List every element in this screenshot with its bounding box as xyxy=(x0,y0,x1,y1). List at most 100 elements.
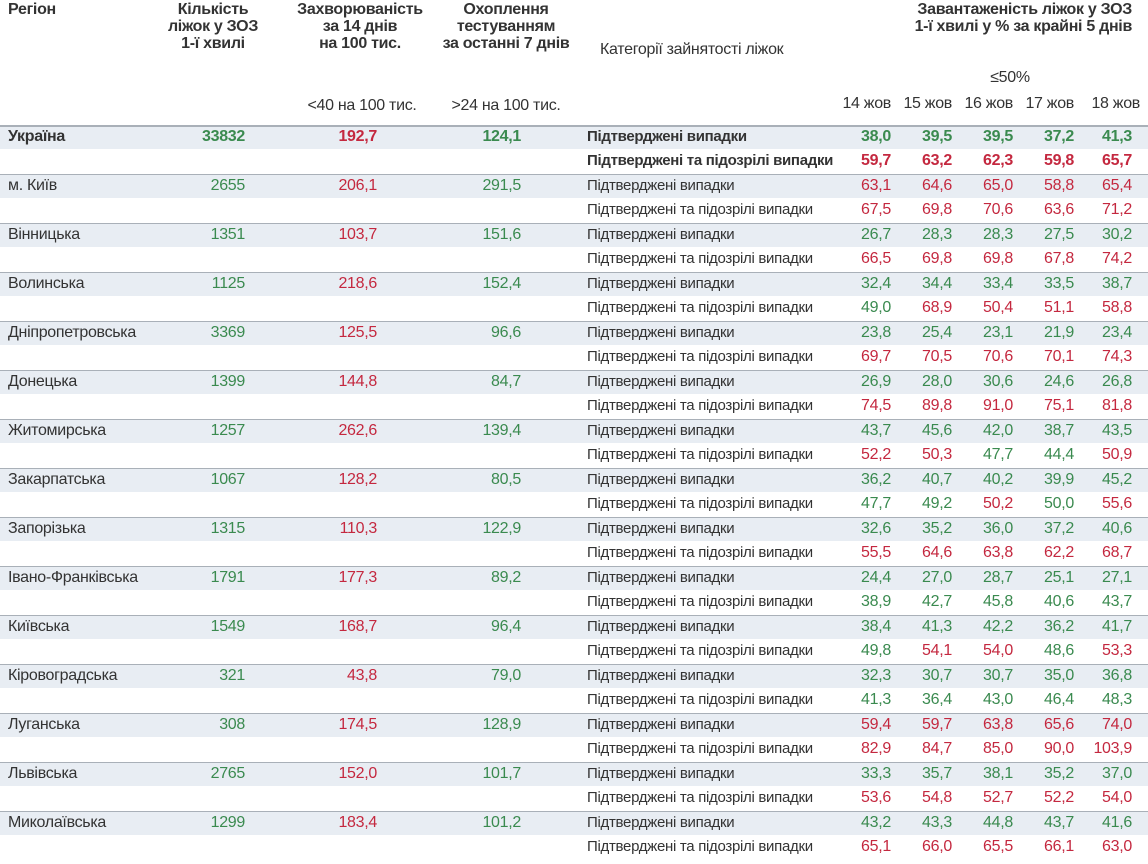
occupancy-cell: 45,8 xyxy=(983,593,1013,610)
incidence-cell: 103,7 xyxy=(338,226,377,243)
header-incidence: на 100 тис. xyxy=(319,35,401,52)
category-label: Підтверджені випадки xyxy=(587,177,735,194)
occupancy-cell: 65,5 xyxy=(983,838,1013,855)
category-label: Підтверджені та підозрілі випадки xyxy=(587,789,813,806)
occupancy-cell: 91,0 xyxy=(983,397,1013,414)
occupancy-cell: 36,4 xyxy=(922,691,952,708)
beds-cell: 308 xyxy=(219,716,245,733)
row-band xyxy=(0,174,1148,198)
region-name: Київська xyxy=(8,618,70,635)
occupancy-cell: 50,4 xyxy=(983,299,1013,316)
header-occupancy: Завантаженість ліжок у ЗОЗ xyxy=(917,1,1132,18)
occupancy-cell: 67,8 xyxy=(1044,250,1074,267)
occupancy-cell: 53,3 xyxy=(1102,642,1132,659)
occupancy-cell: 64,6 xyxy=(922,544,952,561)
occupancy-cell: 38,0 xyxy=(861,128,891,145)
row-rule xyxy=(0,125,1148,127)
header-occupancy: 1-ї хвилі у % за крайні 5 днів xyxy=(914,18,1133,35)
occupancy-cell: 90,0 xyxy=(1044,740,1074,757)
occupancy-cell: 34,4 xyxy=(922,275,952,292)
occupancy-cell: 50,0 xyxy=(1044,495,1074,512)
row-band xyxy=(0,762,1148,786)
row-band xyxy=(0,713,1148,737)
row-band xyxy=(0,223,1148,247)
beds-cell: 1257 xyxy=(210,422,246,439)
occupancy-cell: 54,1 xyxy=(922,642,952,659)
category-label: Підтверджені та підозрілі випадки xyxy=(587,838,813,855)
testing-cell: 139,4 xyxy=(482,422,521,439)
occupancy-cell: 24,4 xyxy=(861,569,891,586)
occupancy-cell: 25,4 xyxy=(922,324,952,341)
occupancy-cell: 35,2 xyxy=(922,520,952,537)
occupancy-cell: 68,9 xyxy=(922,299,952,316)
occupancy-cell: 103,9 xyxy=(1093,740,1132,757)
occupancy-cell: 82,9 xyxy=(861,740,891,757)
occupancy-cell: 41,7 xyxy=(1102,618,1132,635)
category-label: Підтверджені випадки xyxy=(587,618,735,635)
header-beds: 1-ї хвилі xyxy=(181,35,245,52)
category-label: Підтверджені та підозрілі випадки xyxy=(587,397,813,414)
occupancy-cell: 30,7 xyxy=(922,667,952,684)
beds-cell: 321 xyxy=(219,667,245,684)
row-band xyxy=(0,321,1148,345)
region-name: Донецька xyxy=(8,373,77,390)
occupancy-cell: 39,5 xyxy=(922,128,952,145)
row-rule xyxy=(0,566,1148,567)
row-band xyxy=(0,272,1148,296)
beds-cell: 1299 xyxy=(210,814,246,831)
category-label: Підтверджені та підозрілі випадки xyxy=(587,446,813,463)
occupancy-cell: 27,5 xyxy=(1044,226,1074,243)
row-rule xyxy=(0,321,1148,322)
occupancy-cell: 38,1 xyxy=(983,765,1013,782)
beds-cell: 1315 xyxy=(210,520,246,537)
occupancy-cell: 55,6 xyxy=(1102,495,1132,512)
region-name: Луганська xyxy=(8,716,80,733)
occupancy-cell: 32,6 xyxy=(861,520,891,537)
row-rule xyxy=(0,762,1148,763)
incidence-cell: 174,5 xyxy=(338,716,377,733)
category-label: Підтверджені випадки xyxy=(587,716,735,733)
row-rule xyxy=(0,468,1148,469)
occupancy-cell: 43,0 xyxy=(983,691,1013,708)
occupancy-cell: 43,5 xyxy=(1102,422,1132,439)
region-name: Івано-Франківська xyxy=(8,569,138,586)
category-label: Підтверджені випадки xyxy=(587,765,735,782)
testing-cell: 89,2 xyxy=(491,569,521,586)
testing-cell: 101,7 xyxy=(482,765,521,782)
date-header: 15 жов xyxy=(903,95,952,112)
row-rule xyxy=(0,174,1148,175)
beds-cell: 3369 xyxy=(210,324,246,341)
row-band xyxy=(0,125,1148,149)
occupancy-cell: 49,2 xyxy=(922,495,952,512)
testing-cell: 128,9 xyxy=(482,716,521,733)
occupancy-cell: 43,7 xyxy=(1102,593,1132,610)
category-label: Підтверджені та підозрілі випадки xyxy=(587,250,813,267)
testing-threshold: >24 на 100 тис. xyxy=(451,97,561,114)
incidence-threshold: <40 на 100 тис. xyxy=(307,97,417,114)
incidence-cell: 262,6 xyxy=(338,422,377,439)
occupancy-cell: 54,0 xyxy=(1102,789,1132,806)
occupancy-cell: 28,7 xyxy=(983,569,1013,586)
category-label: Підтверджені та підозрілі випадки xyxy=(587,740,813,757)
occupancy-cell: 59,7 xyxy=(922,716,952,733)
occupancy-cell: 23,4 xyxy=(1102,324,1132,341)
row-rule xyxy=(0,223,1148,224)
incidence-cell: 218,6 xyxy=(338,275,377,292)
occupancy-cell: 50,3 xyxy=(922,446,952,463)
beds-cell: 1399 xyxy=(210,373,246,390)
row-rule xyxy=(0,370,1148,371)
occupancy-cell: 28,3 xyxy=(983,226,1013,243)
occupancy-cell: 44,4 xyxy=(1044,446,1074,463)
occupancy-cell: 41,3 xyxy=(922,618,952,635)
row-rule xyxy=(0,615,1148,616)
occupancy-cell: 45,2 xyxy=(1102,471,1132,488)
occupancy-cell: 38,7 xyxy=(1102,275,1132,292)
occupancy-cell: 36,2 xyxy=(1044,618,1074,635)
occupancy-cell: 89,8 xyxy=(922,397,952,414)
region-name: Кіровоградська xyxy=(8,667,118,684)
testing-cell: 96,6 xyxy=(491,324,521,341)
occupancy-cell: 36,0 xyxy=(983,520,1013,537)
occupancy-cell: 39,5 xyxy=(983,128,1013,145)
beds-cell: 1791 xyxy=(210,569,246,586)
